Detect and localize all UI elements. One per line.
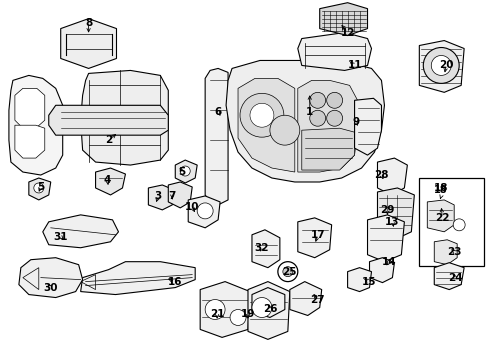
Circle shape — [430, 55, 450, 75]
Text: 6: 6 — [214, 107, 221, 117]
Polygon shape — [188, 196, 220, 228]
Bar — [419, 178, 483, 266]
Circle shape — [34, 183, 44, 193]
Polygon shape — [15, 88, 45, 128]
Circle shape — [452, 219, 464, 231]
Circle shape — [326, 92, 342, 108]
Text: 11: 11 — [346, 60, 361, 71]
Polygon shape — [377, 188, 413, 240]
Circle shape — [309, 92, 325, 108]
Text: 5: 5 — [178, 167, 185, 177]
Polygon shape — [225, 60, 384, 182]
Polygon shape — [354, 98, 381, 155]
Text: 13: 13 — [385, 217, 399, 227]
Circle shape — [197, 203, 213, 219]
Polygon shape — [433, 240, 456, 265]
Text: 31: 31 — [53, 232, 68, 242]
Text: 7: 7 — [168, 191, 176, 201]
Circle shape — [309, 110, 325, 126]
Polygon shape — [297, 80, 357, 172]
Polygon shape — [9, 75, 62, 175]
Circle shape — [269, 115, 299, 145]
Polygon shape — [427, 200, 453, 232]
Polygon shape — [367, 215, 404, 262]
Text: 18: 18 — [433, 183, 447, 193]
Text: 23: 23 — [446, 247, 461, 257]
Text: 32: 32 — [254, 243, 268, 253]
Text: 14: 14 — [381, 257, 396, 267]
Text: 19: 19 — [240, 310, 255, 319]
Text: 18: 18 — [433, 185, 447, 195]
Text: 16: 16 — [168, 276, 182, 287]
Polygon shape — [301, 128, 354, 170]
Polygon shape — [377, 158, 407, 195]
Polygon shape — [148, 185, 174, 210]
Text: 27: 27 — [310, 294, 325, 305]
Circle shape — [249, 103, 273, 127]
Circle shape — [282, 267, 292, 276]
Polygon shape — [49, 105, 168, 135]
Circle shape — [205, 300, 224, 319]
Polygon shape — [15, 125, 45, 158]
Text: 4: 4 — [103, 175, 111, 185]
Polygon shape — [95, 168, 125, 195]
Circle shape — [240, 93, 283, 137]
Polygon shape — [347, 268, 371, 292]
Polygon shape — [433, 263, 463, 289]
Polygon shape — [297, 32, 371, 71]
Polygon shape — [247, 282, 289, 339]
Polygon shape — [205, 68, 227, 205]
Polygon shape — [319, 3, 367, 36]
Text: 22: 22 — [434, 213, 448, 223]
Circle shape — [229, 310, 245, 325]
Circle shape — [277, 262, 297, 282]
Text: 29: 29 — [380, 205, 394, 215]
Text: 1: 1 — [305, 107, 313, 117]
Text: 12: 12 — [340, 28, 354, 37]
Circle shape — [180, 166, 190, 176]
Text: 24: 24 — [447, 273, 462, 283]
Polygon shape — [42, 215, 118, 248]
Polygon shape — [251, 288, 285, 318]
Text: 5: 5 — [37, 182, 44, 192]
Polygon shape — [81, 262, 195, 294]
Polygon shape — [238, 78, 294, 172]
Text: 20: 20 — [438, 60, 452, 71]
Text: 28: 28 — [373, 170, 388, 180]
Polygon shape — [297, 218, 331, 258]
Text: 3: 3 — [154, 191, 162, 201]
Polygon shape — [175, 160, 197, 183]
Text: 8: 8 — [85, 18, 92, 28]
Polygon shape — [81, 71, 168, 165]
Polygon shape — [289, 282, 321, 315]
Circle shape — [326, 110, 342, 126]
Text: 9: 9 — [351, 117, 358, 127]
Text: 25: 25 — [282, 267, 297, 276]
Text: 26: 26 — [262, 305, 277, 315]
Polygon shape — [29, 178, 51, 200]
Polygon shape — [369, 258, 394, 283]
Text: 17: 17 — [310, 230, 325, 240]
Polygon shape — [61, 19, 116, 68]
Text: 2: 2 — [105, 135, 112, 145]
Text: 10: 10 — [184, 202, 199, 212]
Polygon shape — [251, 230, 279, 268]
Text: 21: 21 — [209, 310, 224, 319]
Polygon shape — [19, 258, 82, 298]
Circle shape — [423, 48, 458, 84]
Text: 30: 30 — [43, 283, 58, 293]
Text: 15: 15 — [362, 276, 376, 287]
Polygon shape — [168, 182, 192, 208]
Circle shape — [251, 298, 271, 318]
Polygon shape — [419, 41, 463, 92]
Polygon shape — [200, 282, 249, 337]
